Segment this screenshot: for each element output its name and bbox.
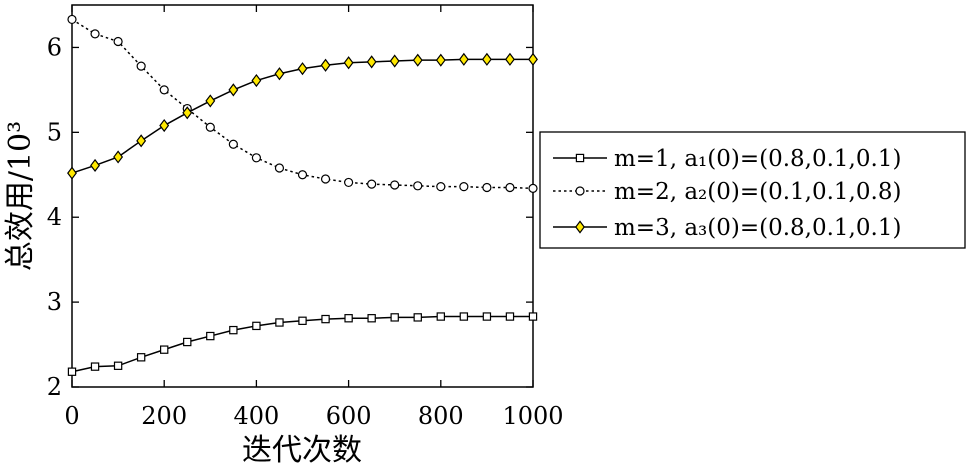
series-3-point xyxy=(343,56,354,70)
x-tick-label: 200 xyxy=(141,402,187,430)
series-1-point xyxy=(275,318,284,327)
legend: m=1, a₁(0)=(0.8,0.1,0.1) m=2, a₂(0)=(0.1,… xyxy=(539,131,966,249)
series-2-point xyxy=(159,85,169,95)
series-3-point xyxy=(320,58,331,72)
series-3-point xyxy=(458,52,469,66)
series-3-point xyxy=(182,106,193,120)
series-1-point xyxy=(113,361,123,370)
series-1-point xyxy=(136,353,146,362)
series-3-point xyxy=(113,150,124,164)
series-1-point xyxy=(298,316,307,325)
x-axis-title: 迭代次数 xyxy=(242,433,362,467)
series-2-point xyxy=(505,182,515,193)
series-3-point xyxy=(90,158,100,173)
series-3-point xyxy=(481,52,492,66)
series-3-point xyxy=(205,94,216,108)
series-3-point xyxy=(159,118,170,133)
series-1-point xyxy=(229,325,238,335)
y-axis-title: 总效用/10³ xyxy=(3,121,38,271)
plot-frame xyxy=(71,4,534,388)
series-2-point xyxy=(136,61,146,71)
series-line-2 xyxy=(71,18,534,190)
series-1-point xyxy=(344,314,353,323)
series-3-point xyxy=(67,166,77,180)
x-tick-label: 1000 xyxy=(502,402,563,430)
series-1-point xyxy=(90,362,100,371)
legend-box xyxy=(539,131,966,249)
series-line-3 xyxy=(71,58,533,174)
series-2-point xyxy=(482,182,492,193)
series-1-point xyxy=(367,314,376,323)
series-2-point xyxy=(297,170,308,180)
series-2-point xyxy=(320,174,331,184)
series-1-point xyxy=(528,312,538,321)
series-2-point xyxy=(459,182,469,192)
y-tick-label: 4 xyxy=(47,203,62,231)
series-3-point xyxy=(366,55,377,69)
series-3-point xyxy=(297,62,308,76)
series-1-point xyxy=(459,312,469,321)
series-2-point xyxy=(367,179,377,189)
series-2-point xyxy=(251,153,261,163)
series-2-point xyxy=(113,36,123,47)
series-1-point xyxy=(413,313,422,322)
series-2-point xyxy=(67,14,77,25)
series-2-point xyxy=(90,29,100,39)
series-1-point xyxy=(183,337,192,347)
legend-label-3: m=3, a₃(0)=(0.8,0.1,0.1) xyxy=(614,215,901,241)
plot-marks xyxy=(67,14,538,376)
legend-label-2: m=2, a₂(0)=(0.1,0.1,0.8) xyxy=(614,179,901,205)
series-1-point xyxy=(67,367,77,376)
legend-marker-1 xyxy=(575,153,585,163)
series-1-point xyxy=(252,321,261,331)
series-3-point xyxy=(435,53,446,67)
series-2-point xyxy=(413,181,423,191)
series-1-point xyxy=(160,345,169,354)
x-tick-label: 400 xyxy=(233,402,279,430)
axis-ticks: 0 200 400 600 800 1000 2 3 4 5 6 xyxy=(47,5,564,430)
legend-label-1: m=1, a₁(0)=(0.8,0.1,0.1) xyxy=(614,146,901,172)
series-1-point xyxy=(436,312,446,321)
series-1-point xyxy=(206,331,215,341)
legend-marker-3 xyxy=(575,220,585,234)
series-3-point xyxy=(274,67,285,81)
series-3-point xyxy=(412,53,423,67)
series-1-point xyxy=(321,314,330,324)
series-1-point xyxy=(390,313,399,322)
series-2-point xyxy=(228,139,238,149)
series-1-point xyxy=(505,312,515,321)
y-tick-label: 5 xyxy=(47,118,62,146)
series-2-point xyxy=(528,183,538,193)
x-tick-label: 600 xyxy=(326,402,372,430)
x-tick-label: 800 xyxy=(418,402,464,430)
series-1-point xyxy=(482,312,492,321)
legend-marker-2 xyxy=(575,186,585,196)
y-tick-label: 2 xyxy=(47,373,62,401)
series-2-point xyxy=(205,122,215,132)
y-tick-label: 6 xyxy=(47,33,62,61)
series-3-point xyxy=(251,73,262,88)
y-tick-label: 3 xyxy=(47,288,62,316)
series-2-point xyxy=(436,182,446,192)
x-tick-label: 0 xyxy=(64,402,79,430)
series-2-point xyxy=(274,163,285,173)
series-3-point xyxy=(389,54,400,68)
series-2-point xyxy=(390,180,400,190)
series-3-point xyxy=(528,52,538,66)
series-3-point xyxy=(136,134,147,148)
series-2-point xyxy=(344,177,354,188)
series-3-point xyxy=(504,52,515,66)
series-3-point xyxy=(228,83,239,97)
